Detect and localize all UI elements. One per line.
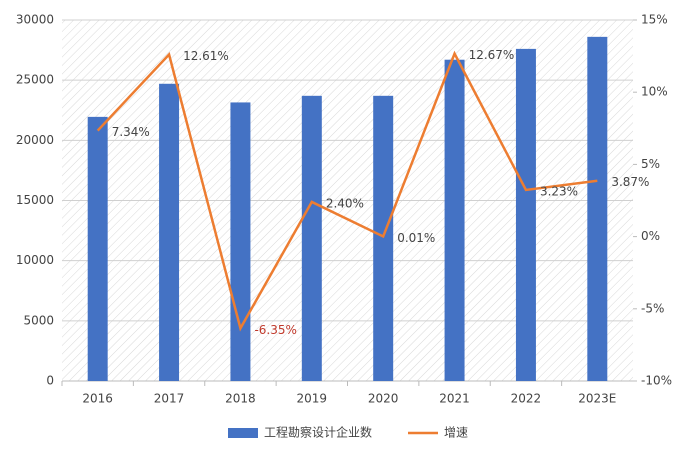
y-tick-label: 10000 [16, 253, 54, 267]
y-tick-label: 30000 [16, 13, 54, 27]
y-tick-label: 20000 [16, 133, 54, 147]
y-tick-label: 25000 [16, 73, 54, 87]
bar [87, 116, 108, 381]
x-tick-label: 2018 [225, 392, 256, 406]
bar [373, 95, 394, 381]
y-tick-label: 0 [46, 374, 54, 388]
y2-tick-label: 5% [641, 157, 660, 171]
data-label: -6.35% [254, 323, 296, 337]
data-label: 3.23% [540, 184, 578, 198]
y-tick-label: 15000 [16, 193, 54, 207]
y2-tick-label: -5% [641, 301, 664, 315]
legend-label: 增速 [444, 426, 468, 440]
x-tick-label: 2021 [439, 392, 470, 406]
bar [587, 36, 608, 381]
y2-tick-label: 0% [641, 229, 660, 243]
bar [159, 83, 180, 381]
x-tick-label: 2019 [297, 392, 328, 406]
data-label: 12.67% [469, 48, 515, 62]
data-label: 2.40% [326, 196, 364, 210]
x-tick-label: 2020 [368, 392, 399, 406]
x-tick-label: 2023E [578, 392, 616, 406]
y2-tick-label: -10% [641, 374, 672, 388]
bar [444, 59, 465, 382]
x-tick-label: 2016 [82, 392, 113, 406]
x-tick-label: 2022 [511, 392, 542, 406]
data-label: 3.87% [611, 175, 649, 189]
legend-label: 工程勘察设计企业数 [264, 425, 372, 440]
y-tick-label: 5000 [23, 313, 54, 327]
y2-tick-label: 10% [641, 85, 668, 99]
bar [515, 48, 536, 381]
y2-tick-label: 15% [641, 13, 668, 27]
legend-swatch [228, 428, 258, 438]
data-label: 12.61% [183, 49, 229, 63]
line [96, 50, 598, 332]
data-label: 0.01% [397, 231, 435, 245]
bar [301, 95, 322, 381]
x-tick-label: 2017 [154, 392, 185, 406]
bar [230, 102, 251, 381]
data-label: 7.34% [112, 125, 150, 139]
